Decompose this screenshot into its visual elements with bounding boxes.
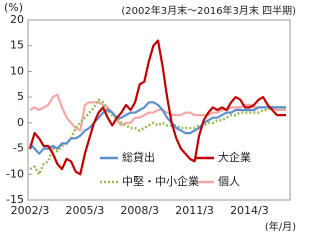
x-tick-label: 2002/3 [11, 204, 50, 217]
y-tick-label: 20 [10, 13, 24, 26]
subtitle: (2002年3月末～2016年3月末 四半期) [121, 4, 296, 17]
x-axis-label: (年/月) [265, 220, 296, 233]
legend-label: 総貸出 [122, 150, 155, 164]
legend-label: 大企業 [218, 150, 251, 164]
series-line [29, 93, 286, 132]
series-line [29, 98, 286, 176]
y-tick-label: -5 [13, 142, 24, 155]
legend-label: 個人 [218, 175, 240, 188]
y-tick-label: 10 [10, 64, 24, 77]
legend-label: 中堅・中小企業 [122, 174, 199, 188]
x-tick-label: 2005/3 [66, 204, 105, 217]
y-tick-label: 15 [10, 39, 24, 52]
chart: (%) (2002年3月末～2016年3月末 四半期) (年/月) -15 -10… [4, 1, 296, 233]
y-tick-label: -10 [6, 167, 24, 180]
x-tick-label: 2014/3 [230, 204, 269, 217]
series-line [29, 101, 286, 155]
x-tick-label: 2011/3 [175, 204, 214, 217]
y-tick-label: -15 [6, 193, 24, 206]
y-tick-label: 5 [17, 90, 24, 103]
plot-frame [27, 19, 291, 201]
y-tick-label: 0 [17, 116, 24, 129]
x-tick-label: 2008/3 [120, 204, 159, 217]
series-line [28, 39, 286, 176]
y-axis-label: (%) [4, 1, 23, 14]
